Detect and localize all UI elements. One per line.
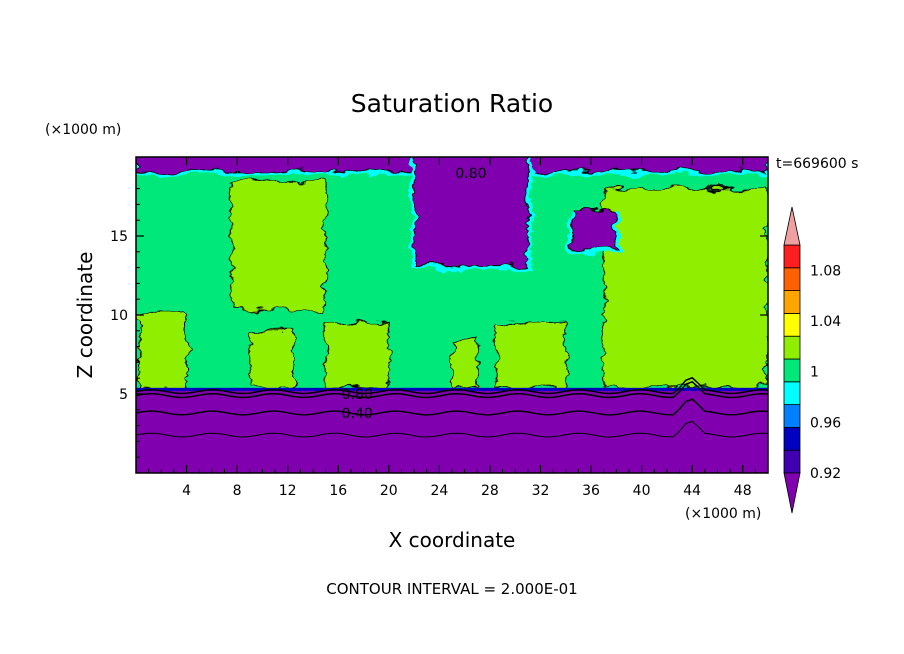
contour-line bbox=[136, 380, 768, 399]
dry-zone bbox=[571, 210, 617, 251]
contour-line bbox=[136, 376, 768, 395]
contour-label: 0.80 bbox=[342, 387, 373, 403]
colorbar-segment bbox=[783, 290, 801, 314]
time-label: t=669600 s bbox=[776, 156, 858, 172]
colorbar-segment bbox=[783, 335, 801, 360]
colorbar-tick-label: 1.04 bbox=[810, 314, 841, 330]
supersaturated-cell bbox=[495, 322, 567, 389]
x-axis-label: X coordinate bbox=[389, 528, 516, 552]
colorbar-tick-label: 0.96 bbox=[810, 415, 841, 431]
x-tick-label: 24 bbox=[430, 483, 448, 499]
y-tick-label: 10 bbox=[110, 308, 128, 324]
dry-zone bbox=[413, 157, 529, 267]
x-tick-label: 8 bbox=[233, 483, 242, 499]
supersaturated-cell bbox=[230, 180, 327, 311]
y-tick-label: 15 bbox=[110, 229, 128, 245]
contour-interval-footer: CONTOUR INTERVAL = 2.000E-01 bbox=[326, 580, 577, 598]
supersaturated-cell bbox=[249, 330, 295, 389]
colorbar-segment bbox=[783, 244, 801, 269]
y-unit-label: (×1000 m) bbox=[45, 122, 121, 138]
contour-line bbox=[136, 398, 768, 416]
supersaturated-cell bbox=[603, 188, 768, 389]
supersaturated-cell bbox=[451, 338, 478, 389]
contour-label: 0.40 bbox=[342, 406, 373, 422]
x-tick-label: 16 bbox=[329, 483, 347, 499]
x-unit-label: (×1000 m) bbox=[685, 506, 761, 522]
colorbar-segment bbox=[783, 381, 801, 405]
contour-line bbox=[136, 420, 768, 438]
colorbar-segment bbox=[783, 358, 801, 383]
colorbar-segment bbox=[783, 449, 801, 474]
colorbar: 1.08 1.04 1 0.96 0.92 bbox=[783, 206, 841, 514]
x-tick-label: 40 bbox=[633, 483, 651, 499]
x-tick-label: 32 bbox=[532, 483, 550, 499]
subsaturated-layer bbox=[136, 390, 768, 473]
colorbar-segment bbox=[783, 426, 801, 451]
colorbar-tick-label: 0.92 bbox=[810, 466, 841, 482]
supersaturated-cell bbox=[138, 311, 188, 390]
colorbar-segment bbox=[783, 267, 801, 291]
x-tick-label: 36 bbox=[582, 483, 600, 499]
supersaturated-cell bbox=[325, 322, 390, 389]
colorbar-lower-arrow bbox=[783, 472, 801, 514]
colorbar-segment bbox=[783, 404, 801, 428]
colorbar-tick-label: 1 bbox=[810, 365, 819, 381]
chart-title: Saturation Ratio bbox=[351, 89, 553, 118]
contour-label: 0.80 bbox=[455, 166, 486, 182]
x-tick-label: 12 bbox=[279, 483, 297, 499]
plot-area: 0.80 0.80 0.40 bbox=[136, 157, 768, 473]
colorbar-tick-label: 1.08 bbox=[810, 263, 841, 279]
x-tick-label: 4 bbox=[182, 483, 191, 499]
x-tick-label: 20 bbox=[380, 483, 398, 499]
y-tick-label: 5 bbox=[119, 387, 128, 403]
x-tick-label: 48 bbox=[734, 483, 752, 499]
wobbly-regions bbox=[136, 157, 768, 390]
colorbar-segment bbox=[783, 312, 801, 337]
colorbar-upper-arrow bbox=[783, 206, 801, 246]
x-tick-label: 44 bbox=[683, 483, 701, 499]
x-tick-label: 28 bbox=[481, 483, 499, 499]
y-axis-label: Z coordinate bbox=[73, 252, 97, 379]
